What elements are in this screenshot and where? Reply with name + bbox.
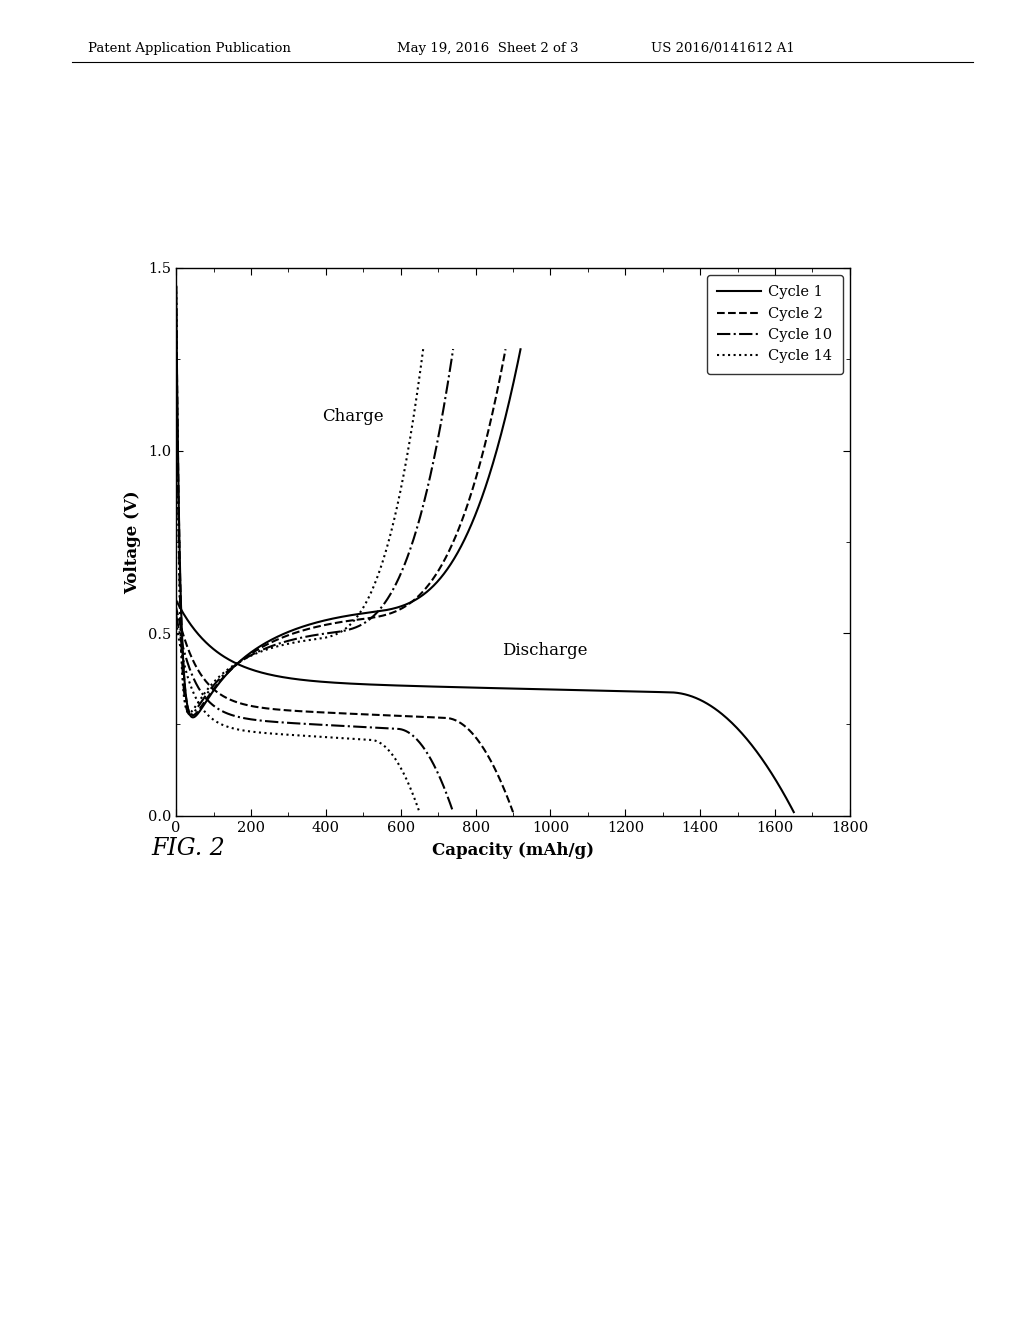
Y-axis label: Voltage (V): Voltage (V)	[124, 490, 141, 594]
Text: Charge: Charge	[323, 408, 384, 425]
Legend: Cycle 1, Cycle 2, Cycle 10, Cycle 14: Cycle 1, Cycle 2, Cycle 10, Cycle 14	[707, 276, 843, 374]
Text: May 19, 2016  Sheet 2 of 3: May 19, 2016 Sheet 2 of 3	[397, 42, 579, 54]
Text: Patent Application Publication: Patent Application Publication	[88, 42, 291, 54]
Text: Discharge: Discharge	[502, 642, 588, 659]
Text: US 2016/0141612 A1: US 2016/0141612 A1	[651, 42, 795, 54]
X-axis label: Capacity (mAh/g): Capacity (mAh/g)	[432, 842, 594, 858]
Text: FIG. 2: FIG. 2	[152, 837, 225, 861]
